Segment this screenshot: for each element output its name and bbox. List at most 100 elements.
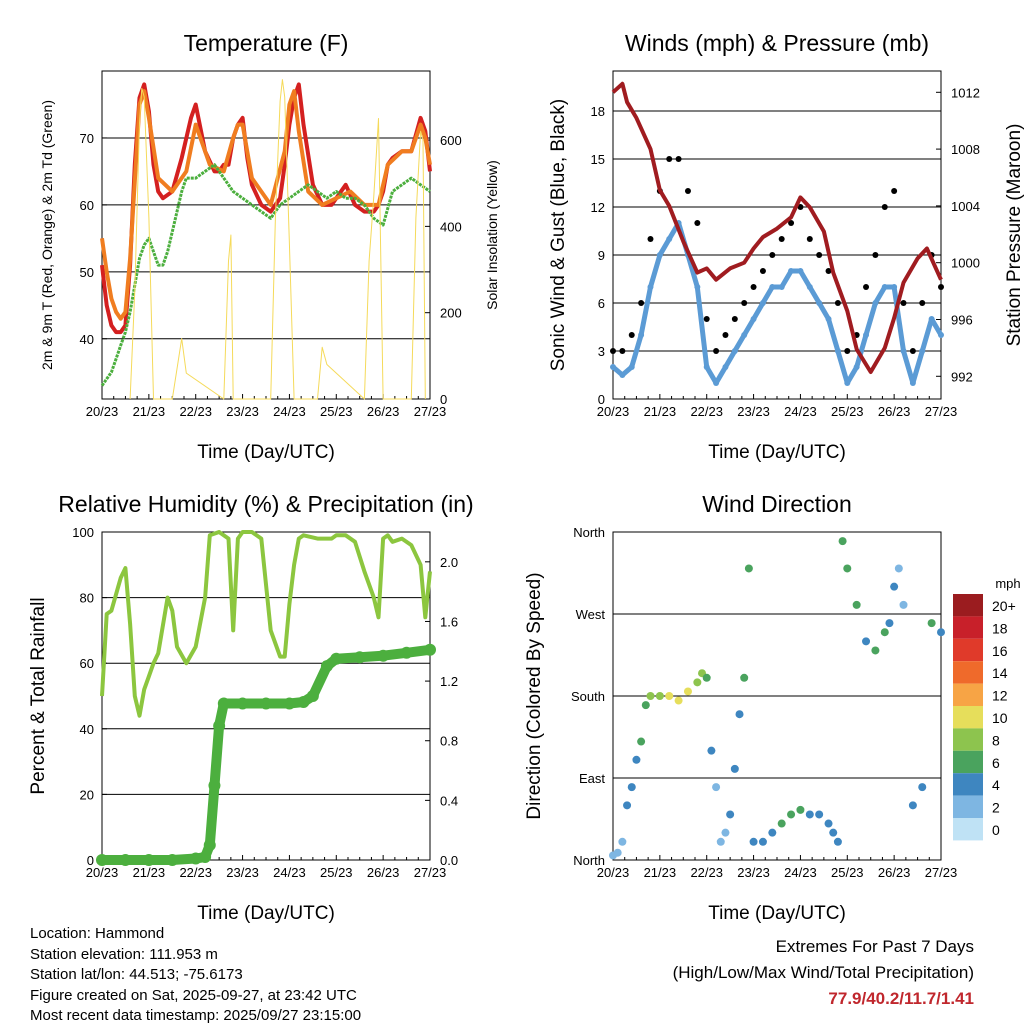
y2-tick-label: 600 (440, 133, 462, 148)
direction-point (894, 564, 903, 573)
plot-frame (612, 70, 942, 400)
direction-point (843, 564, 852, 573)
direction-point (632, 755, 641, 764)
gust-point (881, 204, 888, 210)
direction-point (740, 673, 749, 682)
legend-label: 8 (992, 732, 1000, 748)
gust-point (610, 348, 616, 354)
y-tick-label: West (576, 607, 606, 622)
direction-point (805, 810, 814, 819)
y2-tick-label: 0.4 (440, 793, 458, 808)
y2-tick-label: 1000 (951, 256, 980, 271)
gust-point (684, 188, 691, 194)
y-tick-label: 40 (80, 722, 94, 737)
y2-tick-label: 992 (951, 369, 973, 384)
direction-point (693, 678, 702, 687)
x-tick-label: 21/23 (133, 404, 166, 419)
x-tick-label: 20/23 (86, 404, 119, 419)
y2-tick-label: 2.0 (440, 555, 458, 570)
direction-point (646, 692, 655, 700)
legend-swatch (953, 594, 983, 617)
rainfall-line (102, 644, 431, 865)
x-tick-label: 23/23 (226, 404, 259, 419)
direction-point (852, 600, 861, 609)
humidity-line (100, 530, 432, 718)
direction-point (927, 619, 936, 628)
x-tick-label: 22/23 (690, 404, 723, 419)
legend-label: 12 (992, 688, 1008, 704)
x-tick-label: 20/23 (597, 404, 630, 419)
rainfall-series (96, 643, 436, 866)
y-tick-label: 80 (80, 591, 94, 606)
gust-point (863, 284, 870, 290)
chart-title-0: Temperature (F) (184, 30, 349, 56)
gust-point (778, 236, 785, 242)
extremes-values: 77.9/40.2/11.7/1.41 (828, 989, 974, 1008)
y-tick-label: 6 (598, 296, 605, 311)
legend-title: mph (995, 576, 1020, 591)
direction-point (623, 801, 632, 810)
y-axis-label-3: Direction (Colored By Speed) (524, 572, 545, 819)
x-tick-label: 25/23 (831, 404, 864, 419)
direction-point (833, 837, 842, 846)
chart-title-1: Winds (mph) & Pressure (mb) (625, 30, 929, 56)
y-tick-label: 12 (591, 200, 605, 215)
y2-tick-label: 200 (440, 306, 462, 321)
x-tick-label: 20/23 (86, 865, 119, 880)
direction-point (918, 783, 927, 792)
y2-tick-label: 0.8 (440, 734, 458, 749)
y-tick-label: 9 (598, 248, 605, 263)
y2-tick-label: 0.0 (440, 853, 458, 868)
timestamp-text: Most recent data timestamp: 2025/09/27 2… (30, 1007, 362, 1024)
legend-label: 14 (992, 665, 1008, 681)
x-tick-label: 26/23 (367, 404, 400, 419)
gust-point (703, 316, 710, 322)
legend-swatch (953, 683, 983, 706)
y2-tick-label: 1012 (951, 85, 980, 100)
gust-point (759, 268, 766, 274)
x-tick-label: 24/23 (273, 865, 306, 880)
direction-point (613, 848, 622, 857)
gust-point (891, 188, 898, 194)
legend-label: 4 (992, 777, 1000, 793)
direction-point (908, 801, 917, 810)
x-tick-label: 22/23 (179, 404, 212, 419)
y2-tick-label: 996 (951, 312, 973, 327)
gust-point (694, 220, 701, 226)
direction-point (787, 810, 796, 819)
station-info: Location: Hammond Station elevation: 111… (30, 924, 361, 1027)
gust-point (788, 220, 795, 226)
x-axis-label-3: Time (Day/UTC) (708, 903, 846, 924)
chart-title-2: Relative Humidity (%) & Precipitation (i… (58, 491, 473, 517)
direction-point (885, 619, 894, 628)
legend-label: 0 (992, 822, 1000, 838)
gust-point (909, 348, 916, 354)
x-tick-label: 25/23 (320, 404, 353, 419)
series-2m-td (100, 163, 431, 387)
gust-point (750, 284, 757, 290)
direction-point (937, 628, 945, 637)
gust-point (938, 284, 944, 290)
gust-point (628, 332, 635, 338)
x-tick-label: 22/23 (179, 865, 212, 880)
gust-point (619, 348, 626, 354)
x-tick-label: 23/23 (737, 404, 770, 419)
y-tick-label: 0 (598, 392, 605, 407)
direction-point (721, 828, 730, 837)
y2-tick-label: 400 (440, 219, 462, 234)
gust-point (806, 236, 813, 242)
x-axis-label-0: Time (Day/UTC) (197, 442, 335, 463)
gust-point (816, 252, 823, 258)
gust-point (666, 156, 673, 162)
direction-point (683, 687, 692, 696)
sonic-wind-series (610, 220, 944, 386)
gust-point (731, 316, 738, 322)
gust-point (834, 300, 841, 306)
location-text: Location: Hammond (30, 925, 165, 942)
direction-point (735, 710, 744, 719)
gust-point (741, 300, 748, 306)
series-solar-insolation (129, 79, 426, 400)
x-tick-label: 26/23 (878, 404, 911, 419)
x-tick-label: 21/23 (133, 865, 166, 880)
y-axis-label-0: 2m & 9m T (Red, Orange) & 2m Td (Green) (39, 100, 55, 370)
